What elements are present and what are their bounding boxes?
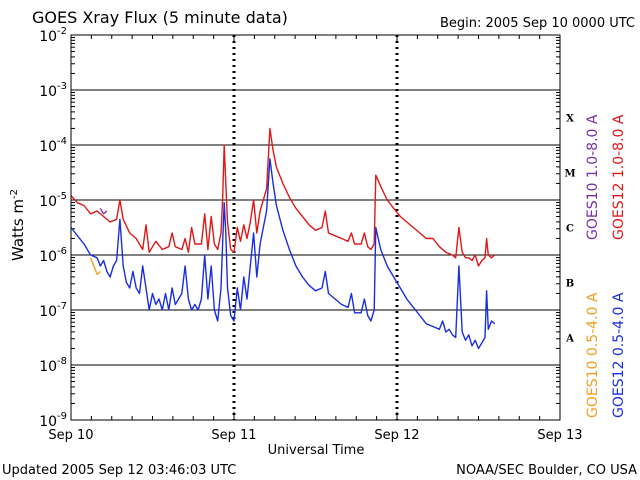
gridlines <box>70 35 561 420</box>
y-tick-exponent: -8 <box>57 356 67 367</box>
flare-class-label: C <box>566 224 574 235</box>
y-tick-label: 10-2 <box>39 26 67 45</box>
x-tick-label: Sep 11 <box>211 428 256 443</box>
flare-class-label: B <box>566 279 574 290</box>
x-tick-label: Sep 10 <box>48 428 93 443</box>
flare-class-label: X <box>566 114 574 125</box>
legend-goes10-long: GOES10 1.0-8.0 A <box>585 114 601 240</box>
source-credit: NOAA/SEC Boulder, CO USA <box>456 463 637 478</box>
x-tick-label: Sep 12 <box>374 428 419 443</box>
y-tick-label: 10-5 <box>39 191 67 210</box>
x-tick-label: Sep 13 <box>537 428 582 443</box>
plot-frame <box>70 34 561 421</box>
y-tick-base: 10 <box>39 84 57 100</box>
series-line <box>99 207 108 215</box>
y-axis-label: Watts m-2 <box>9 189 27 261</box>
y-tick-base: 10 <box>39 194 57 210</box>
begin-label: Begin: 2005 Sep 10 0000 UTC <box>440 16 635 31</box>
y-tick-label: 10-7 <box>39 301 67 320</box>
y-tick-label: 10-6 <box>39 246 67 265</box>
legend-goes10-short: GOES10 0.5-4.0 A <box>585 292 601 418</box>
y-tick-base: 10 <box>39 304 57 320</box>
y-tick-label: 10-9 <box>39 411 67 430</box>
chart-title: GOES Xray Flux (5 minute data) <box>32 8 288 27</box>
y-tick-base: 10 <box>39 139 57 155</box>
y-tick-base: 10 <box>39 29 57 45</box>
y-axis-label-exponent: -2 <box>9 189 20 199</box>
y-tick-base: 10 <box>39 414 57 430</box>
y-tick-label: 10-8 <box>39 356 67 375</box>
y-tick-base: 10 <box>39 249 57 265</box>
y-axis-label-main: Watts m <box>9 199 27 261</box>
y-tick-labels: 10-210-310-410-510-610-710-810-9 <box>39 26 67 430</box>
flare-class-label: M <box>564 169 575 180</box>
y-tick-base: 10 <box>39 359 57 375</box>
x-axis-label: Universal Time <box>268 443 365 458</box>
flare-class-label: A <box>565 334 574 345</box>
y-tick-exponent: -4 <box>57 136 67 147</box>
series-line <box>70 158 496 350</box>
y-tick-exponent: -6 <box>57 246 67 257</box>
y-tick-exponent: -2 <box>57 26 67 37</box>
y-tick-exponent: -3 <box>57 81 67 92</box>
y-tick-exponent: -5 <box>57 191 67 202</box>
y-tick-exponent: -7 <box>57 301 67 312</box>
updated-timestamp: Updated 2005 Sep 12 03:46:03 UTC <box>2 463 236 478</box>
series-line <box>89 257 101 275</box>
legend-goes12-short: GOES12 0.5-4.0 A <box>611 292 627 418</box>
x-tick-labels: Sep 10 Sep 11 Sep 12 Sep 13 <box>48 428 582 443</box>
y-tick-label: 10-4 <box>39 136 67 155</box>
series-line <box>70 127 496 267</box>
y-tick-exponent: -9 <box>57 411 67 422</box>
flare-class-labels: X M C B A <box>564 114 575 345</box>
legend-goes12-long: GOES12 1.0-8.0 A <box>611 114 627 240</box>
data-series <box>70 127 496 350</box>
y-tick-label: 10-3 <box>39 81 67 100</box>
